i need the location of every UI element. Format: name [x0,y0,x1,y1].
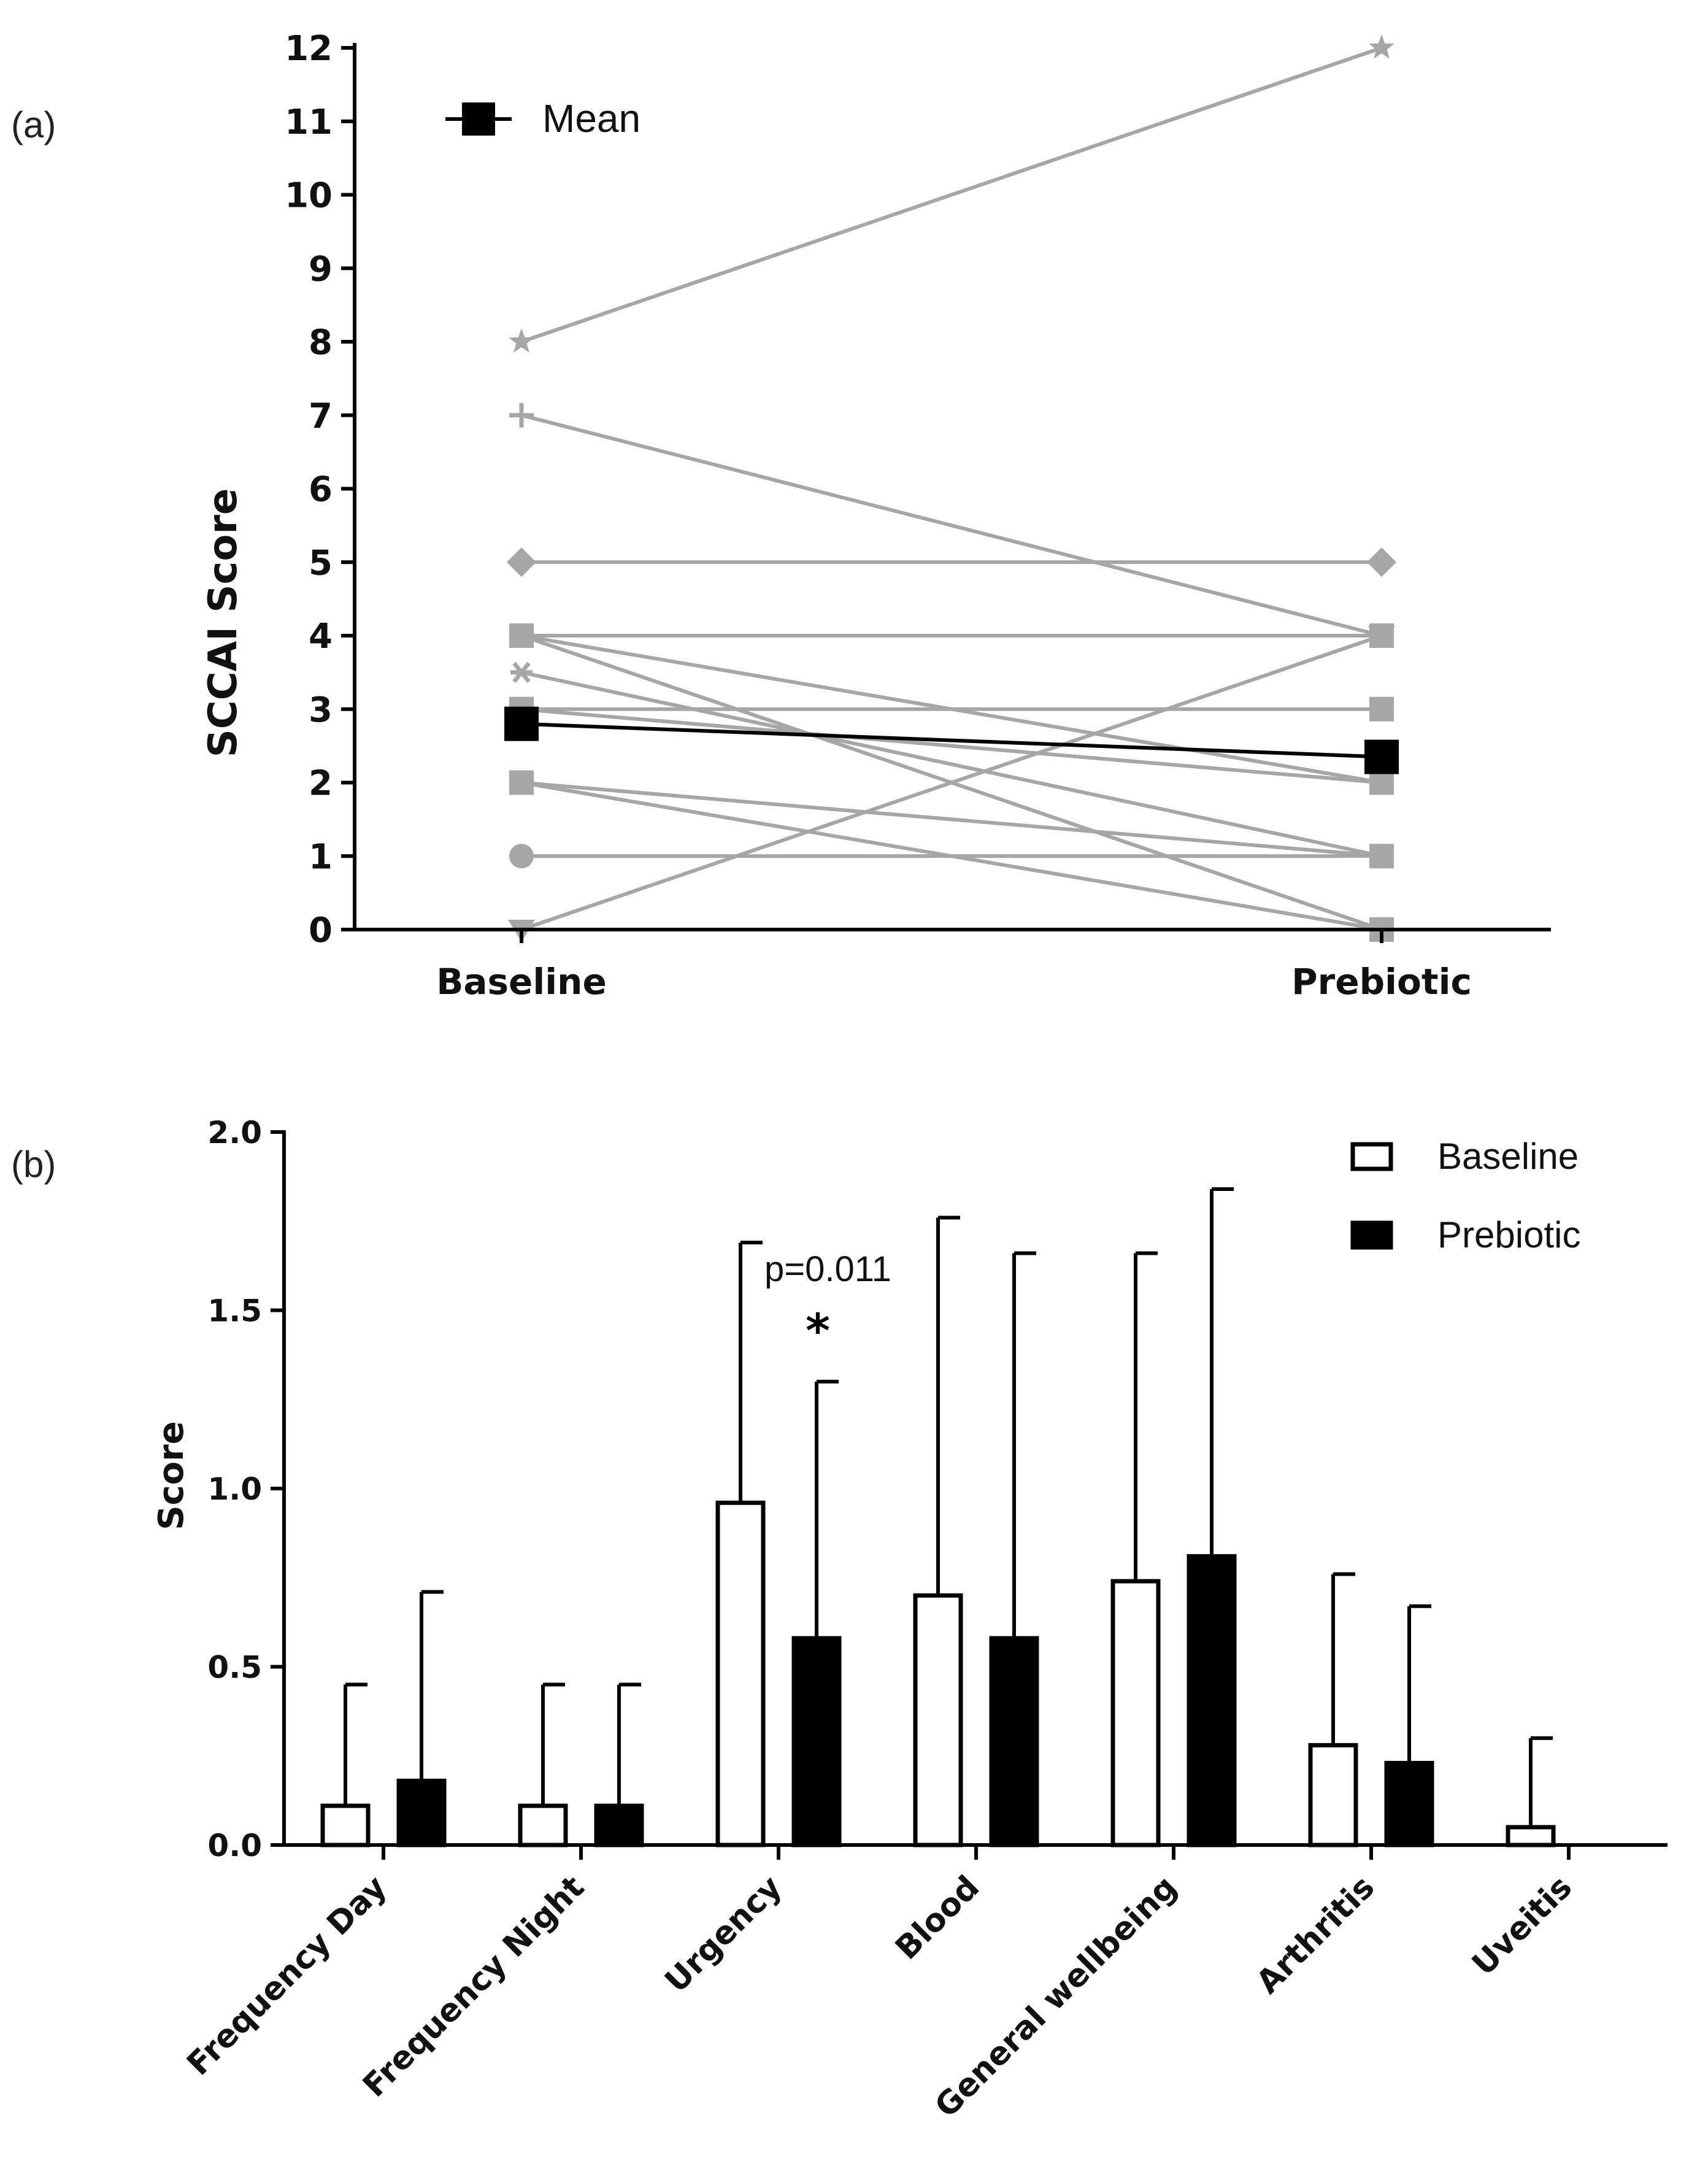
chart-a-lines [507,34,1396,942]
chart-b-annotations: p=0.011 * [764,1249,891,1358]
y-tick-label-a: 11 [285,102,333,142]
bar-prebiotic [396,1778,447,1847]
data-point [1369,770,1394,795]
y-axis-title-b: Score [152,1421,191,1530]
bar-baseline [320,1803,371,1847]
data-point [509,770,534,795]
y-tick-label-b: 1.5 [207,1293,262,1329]
legend-baseline-label: Baseline [1437,1136,1579,1177]
y-tick-label-a: 1 [309,837,333,877]
y-tick-label-a: 4 [309,617,333,657]
mean-line [521,722,1382,759]
legend-prebiotic-label: Prebiotic [1437,1214,1580,1255]
data-point [509,328,534,353]
series-line [521,670,1382,858]
series-line [521,634,1382,931]
y-tick-label-a: 3 [309,690,333,730]
mean-point [504,706,539,741]
bar-baseline [715,1500,766,1847]
data-point [1369,696,1394,722]
chart-b-legend: Baseline Prebiotic [1350,1136,1580,1255]
y-tick-label-a: 7 [309,396,333,436]
data-point [1369,34,1394,59]
significance-asterisk: * [806,1303,830,1358]
data-point [1367,547,1396,577]
chart-b-bars [320,1187,1556,1847]
bar-prebiotic [594,1803,644,1847]
legend-mean-marker [462,102,495,136]
data-point [509,844,534,869]
x-tick-label-a: Baseline [436,961,607,1003]
y-tick-label-a: 0 [309,911,333,950]
y-tick-label-a: 8 [309,323,333,363]
bar-baseline [1308,1743,1358,1847]
panel-label-a: (a) [11,104,56,145]
y-tick-label-a: 6 [309,470,333,510]
bar-baseline [1110,1579,1161,1847]
data-point [510,661,533,684]
y-axis-title-a: SCCAI Score [201,488,246,758]
legend-prebiotic-swatch [1350,1220,1393,1250]
panel-label-b: (b) [11,1144,56,1185]
y-tick-label-b: 2.0 [207,1115,262,1150]
y-tick-label-a: 12 [285,29,333,69]
series-line [521,707,1382,785]
legend-baseline-swatch [1350,1142,1393,1171]
y-tick-label-a: 2 [309,764,333,804]
series-line [521,780,1382,858]
bar-prebiotic [1384,1760,1434,1847]
bar-baseline [913,1593,963,1847]
mean-point [1364,739,1399,774]
bar-baseline [1506,1825,1556,1847]
legend-mean-label: Mean [542,96,640,141]
x-tick-label-a: Prebiotic [1291,961,1472,1003]
y-tick-label-b: 0.5 [207,1650,262,1685]
p-value-annotation: p=0.011 [764,1249,891,1289]
series-line [521,46,1382,344]
y-tick-label-a: 5 [309,543,333,583]
chart-a-legend: Mean [445,96,640,141]
data-point [1368,626,1395,648]
y-tick-label-a: 10 [285,176,333,216]
y-tick-label-b: 0.0 [207,1828,262,1863]
bar-prebiotic [791,1636,842,1847]
data-point [509,623,534,648]
y-tick-label-a: 9 [309,249,333,289]
series-line [521,413,1382,638]
data-point [1369,844,1394,869]
chart-a-mean [504,706,1399,774]
bar-prebiotic [1187,1554,1237,1847]
y-tick-label-b: 1.0 [207,1471,262,1507]
data-point [507,547,536,577]
bar-prebiotic [989,1636,1039,1847]
bar-baseline [518,1803,568,1847]
data-point [509,403,534,428]
